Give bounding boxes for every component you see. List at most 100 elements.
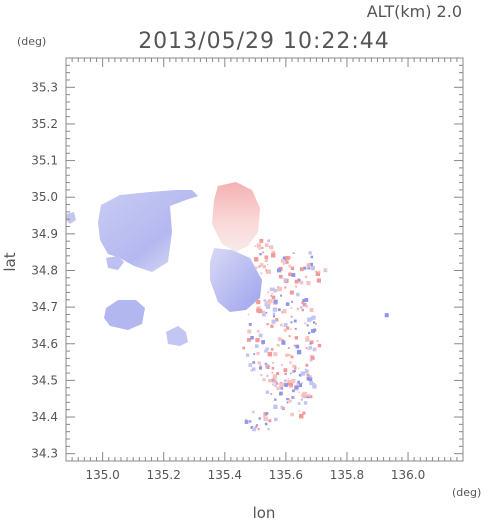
speckle xyxy=(270,295,273,297)
speckle xyxy=(256,329,260,333)
speckle xyxy=(273,404,278,409)
speckle xyxy=(293,369,296,373)
speckle xyxy=(305,347,308,349)
speckle xyxy=(309,358,313,362)
speckle xyxy=(262,343,264,345)
speckle xyxy=(250,426,254,429)
speckle xyxy=(306,373,310,377)
speckle xyxy=(302,393,306,398)
speckle xyxy=(282,263,285,265)
speckle xyxy=(277,308,281,312)
speckle xyxy=(259,263,264,267)
speckle xyxy=(298,410,300,412)
speckle xyxy=(298,373,302,377)
speckle xyxy=(314,348,317,352)
speckle xyxy=(290,412,294,417)
plot-axes: 135.0 135.2 135.4 135.6 135.8 136.0 35.3 35.2 35… xyxy=(31,57,464,482)
speckle xyxy=(267,351,273,357)
speckle xyxy=(312,382,316,386)
speckle xyxy=(304,298,309,302)
speckle xyxy=(297,278,301,282)
speckle xyxy=(275,382,279,385)
speckle xyxy=(307,394,310,397)
speckle xyxy=(287,380,292,384)
speckle xyxy=(294,385,299,390)
speckle xyxy=(304,371,307,374)
speckle xyxy=(282,256,287,261)
speckle xyxy=(288,399,292,403)
speckle xyxy=(384,313,389,318)
speckle xyxy=(271,372,273,374)
speckle xyxy=(247,313,250,316)
speckle xyxy=(272,361,275,364)
speckle xyxy=(264,255,269,260)
speckle xyxy=(253,353,256,355)
speckle xyxy=(262,310,265,314)
speckle xyxy=(265,269,268,272)
speckle xyxy=(254,266,258,270)
speckle xyxy=(266,365,270,369)
speckle xyxy=(281,339,284,342)
speckle xyxy=(266,374,269,377)
speckle xyxy=(255,425,258,428)
speckle xyxy=(284,323,288,327)
speckle xyxy=(301,301,305,305)
speckle xyxy=(257,361,261,365)
speckle xyxy=(276,372,280,375)
speckle xyxy=(248,363,253,367)
speckle xyxy=(294,279,299,284)
speckle xyxy=(293,396,296,399)
speckle xyxy=(286,326,290,330)
speckle xyxy=(280,323,283,327)
speckle xyxy=(279,392,283,396)
speckle xyxy=(258,247,261,251)
speckle xyxy=(279,274,283,279)
speckle xyxy=(315,323,317,325)
speckle xyxy=(269,245,274,250)
speckle xyxy=(292,389,295,393)
speckle xyxy=(256,424,258,427)
speckle xyxy=(293,319,297,323)
x-axis-label: lon xyxy=(253,504,276,521)
speckle xyxy=(275,318,279,322)
speckle xyxy=(267,347,269,350)
speckle xyxy=(315,271,321,276)
speckle xyxy=(286,401,289,404)
y-tick-label: 34.6 xyxy=(31,337,58,351)
speckle xyxy=(265,347,269,351)
speckle xyxy=(284,372,287,376)
speckle xyxy=(265,412,269,415)
speckle xyxy=(307,266,311,270)
speckle xyxy=(302,302,306,307)
speckle xyxy=(309,395,313,399)
speckle xyxy=(307,317,312,322)
plot-frame xyxy=(65,57,464,462)
speckle xyxy=(313,321,316,324)
speckle xyxy=(299,280,304,285)
speckle xyxy=(298,391,300,394)
y-tick-label: 35.2 xyxy=(31,117,58,131)
speckle xyxy=(318,270,321,273)
speckle xyxy=(270,324,274,328)
speckle xyxy=(269,287,274,292)
y-tick-label: 34.9 xyxy=(31,227,58,241)
speckle xyxy=(259,239,264,243)
speckle xyxy=(306,324,309,327)
speckle xyxy=(299,413,304,419)
speckle xyxy=(271,253,276,258)
speckle xyxy=(285,353,289,357)
speckle xyxy=(308,331,311,335)
speckle xyxy=(294,367,297,370)
x-tick-label: 136.0 xyxy=(391,468,425,482)
speckle xyxy=(300,398,303,401)
speckle xyxy=(262,378,266,382)
speckle xyxy=(291,396,295,399)
speckle xyxy=(301,308,304,312)
speckle xyxy=(272,312,276,316)
echo-region-southwest xyxy=(104,300,145,330)
speckle xyxy=(277,286,282,292)
x-unit: (deg) xyxy=(452,486,481,499)
speckle xyxy=(260,272,263,275)
speckle xyxy=(315,270,317,273)
